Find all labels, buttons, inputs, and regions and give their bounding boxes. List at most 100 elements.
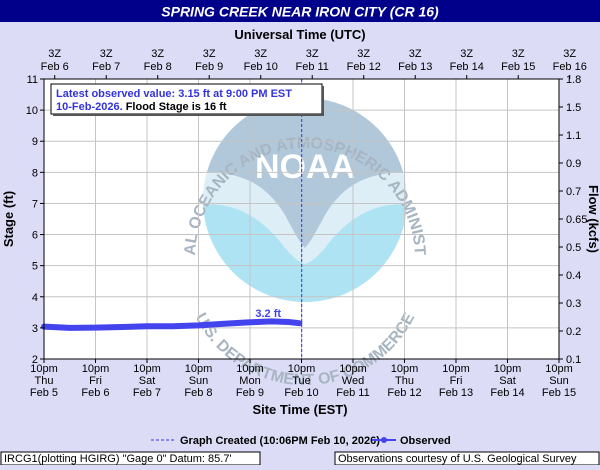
observed-point (196, 322, 201, 328)
x-tick-label-time: 10pm (236, 363, 264, 375)
x-tick-label-time: 10pm (339, 363, 367, 375)
top-tick-label-date: Feb 13 (398, 61, 432, 73)
x-tick-label-day: Tue (292, 375, 311, 387)
top-tick-label-z: 3Z (151, 48, 164, 60)
x-tick-label-date: Feb 5 (30, 387, 58, 399)
x-tick-label-time: 10pm (30, 363, 58, 375)
y-tick-label: 5 (32, 261, 38, 273)
annotation-date: 10-Feb-2026. (56, 101, 123, 113)
x-tick-label-day: Thu (35, 375, 54, 387)
y2-tick-label: 0.5 (566, 242, 581, 254)
top-tick-label-z: 3Z (100, 48, 113, 60)
observed-point (170, 323, 176, 329)
observed-point (67, 325, 73, 331)
y-tick-label: 2 (32, 354, 38, 366)
legend: Graph Created (10:06PM Feb 10, 2026) Obs… (151, 435, 451, 447)
watermark-sea (203, 204, 407, 302)
y2-tick-label: 0.4 (566, 270, 581, 282)
y-axis-title: Stage (ft) (1, 191, 16, 247)
top-tick-label-z: 3Z (512, 48, 525, 60)
y2-tick-label: 0.65 (566, 214, 587, 226)
x-tick-label-date: Feb 10 (284, 387, 318, 399)
annotation-flood-stage: Flood Stage is 16 ft (123, 101, 227, 113)
x-tick-label-day: Wed (342, 375, 364, 387)
y-tick-label: 9 (32, 136, 38, 148)
x-tick-label-time: 10pm (391, 363, 419, 375)
top-tick-label-z: 3Z (357, 48, 370, 60)
chart-title: SPRING CREEK NEAR IRON CITY (CR 16) (161, 4, 439, 20)
x-tick-label-date: Feb 13 (439, 387, 473, 399)
top-tick-label-z: 3Z (48, 48, 61, 60)
x-tick-label-date: Feb 15 (542, 387, 576, 399)
y2-tick-label: 0.9 (566, 158, 581, 170)
y-tick-label: 10 (26, 105, 38, 117)
annotation-line-2: 10-Feb-2026. Flood Stage is 16 ft (56, 101, 227, 113)
top-tick-label-z: 3Z (203, 48, 216, 60)
x-tick-label-time: 10pm (185, 363, 213, 375)
x-tick-label-day: Sun (189, 375, 209, 387)
y-tick-label: 4 (32, 292, 38, 304)
footer-left-text: IRCG1(plotting HGIRG) "Gage 0" Datum: 85… (4, 453, 232, 465)
top-tick-label-date: Feb 8 (144, 61, 172, 73)
x-tick-label-day: Sat (139, 375, 156, 387)
x-tick-label-day: Thu (395, 375, 414, 387)
top-tick-label-date: Feb 6 (41, 61, 69, 73)
x-tick-label-date: Feb 12 (387, 387, 421, 399)
legend-observed-label: Observed (400, 435, 451, 447)
top-tick-label-z: 3Z (254, 48, 267, 60)
x-axis-title: Site Time (EST) (252, 402, 347, 417)
y2-tick-label: 0.1 (566, 354, 581, 366)
y2-tick-label: 1.1 (566, 130, 581, 142)
x-tick-label-time: 10pm (442, 363, 470, 375)
observed-point (144, 323, 150, 329)
y-tick-label: 7 (32, 198, 38, 210)
x-tick-label-day: Mon (239, 375, 260, 387)
top-tick-label-date: Feb 14 (450, 61, 484, 73)
x-tick-label-date: Feb 14 (490, 387, 524, 399)
x-tick-label-day: Sun (549, 375, 569, 387)
x-tick-label-date: Feb 11 (336, 387, 369, 399)
annotation-line-1: Latest observed value: 3.15 ft at 9:00 P… (56, 88, 292, 100)
y2-tick-label: 0.2 (566, 326, 581, 338)
top-tick-label-z: 3Z (563, 48, 576, 60)
y2-tick-label: 1.8 (566, 74, 581, 86)
y2-axis-title: Flow (kcfs) (586, 185, 600, 253)
x-tick-label-time: 10pm (82, 363, 110, 375)
x-tick-label-time: 10pm (288, 363, 316, 375)
legend-created-label: Graph Created (10:06PM Feb 10, 2026) (180, 435, 380, 447)
x-tick-label-date: Feb 7 (133, 387, 161, 399)
watermark-center-text: NOAA (255, 148, 355, 186)
y-tick-label: 3 (32, 323, 38, 335)
observed-point (118, 324, 124, 330)
x-tick-label-day: Fri (450, 375, 463, 387)
y2-tick-label: 0.3 (566, 298, 581, 310)
x-tick-label-date: Feb 9 (236, 387, 264, 399)
observed-series-line (41, 318, 303, 331)
top-tick-label-z: 3Z (306, 48, 319, 60)
title-bar (0, 0, 600, 22)
observed-point (268, 318, 274, 324)
x-tick-label-time: 10pm (545, 363, 573, 375)
observed-point (296, 320, 302, 326)
x-tick-label-time: 10pm (494, 363, 522, 375)
y-tick-label: 6 (32, 230, 38, 242)
footer-right-text: Observations courtesy of U.S. Geological… (338, 453, 577, 465)
top-tick-label-date: Feb 12 (347, 61, 381, 73)
top-tick-label-z: 3Z (409, 48, 422, 60)
observed-value-label: 3.2 ft (255, 308, 281, 320)
observed-point (286, 319, 292, 325)
annotation-box-shadow-bottom (53, 114, 324, 116)
top-tick-label-date: Feb 11 (296, 61, 329, 73)
x-tick-label-day: Sat (499, 375, 516, 387)
top-tick-label-date: Feb 10 (244, 61, 278, 73)
annotation-box-shadow (322, 86, 324, 116)
y2-tick-label: 1.5 (566, 102, 581, 114)
latest-value-annotation: Latest observed value: 3.15 ft at 9:00 P… (50, 83, 324, 116)
x-tick-label-time: 10pm (133, 363, 161, 375)
watermark-sky (203, 98, 407, 248)
y-tick-label: 11 (27, 74, 38, 86)
y2-tick-label: 0.7 (566, 186, 581, 198)
top-tick-label-date: Feb 16 (553, 61, 587, 73)
